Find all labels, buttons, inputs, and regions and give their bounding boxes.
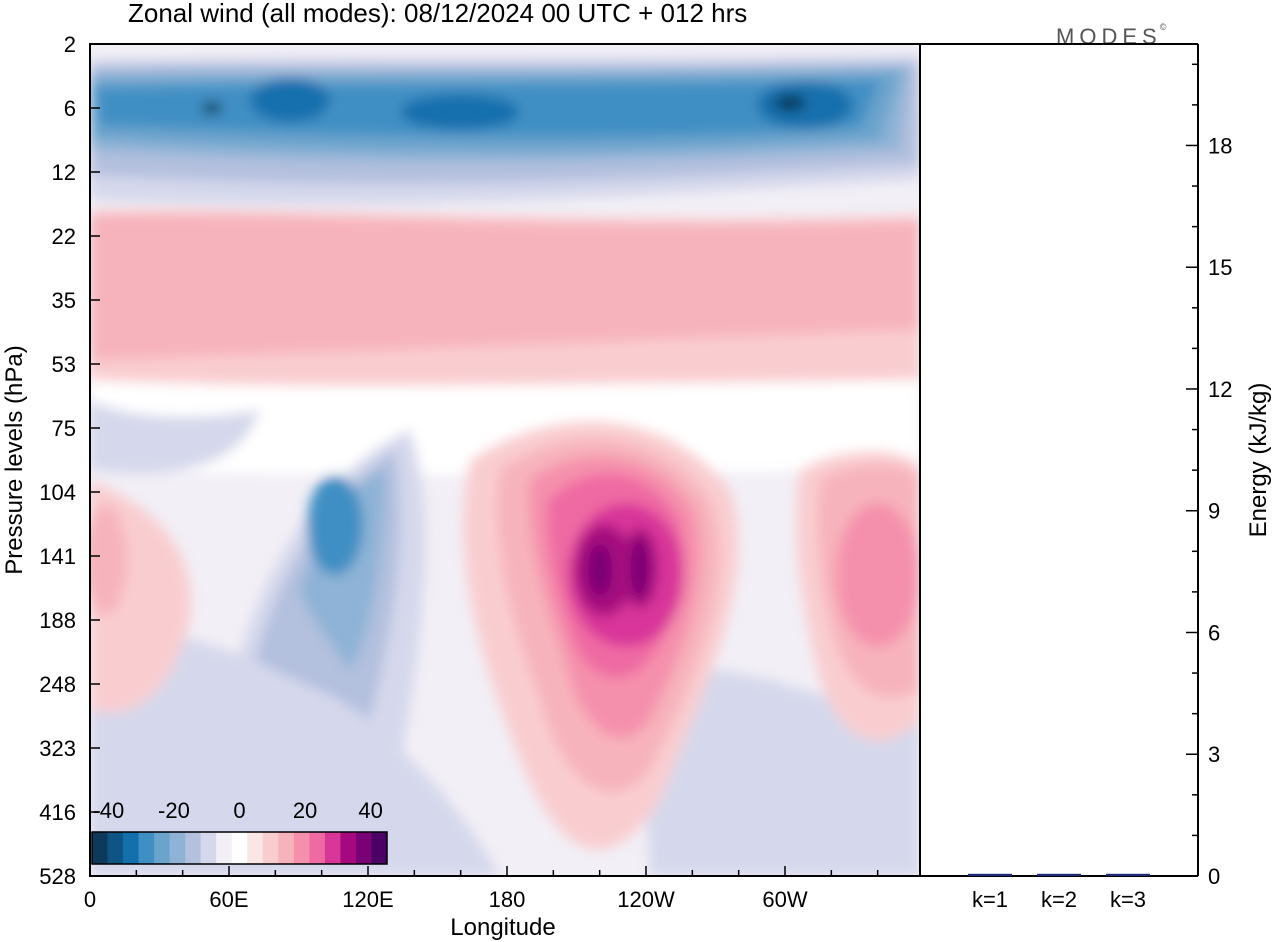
colorbar-swatch — [185, 832, 202, 864]
contour-negative-30 — [400, 94, 520, 130]
y-tick-label: 104 — [39, 480, 76, 505]
contour-negative-30 — [250, 78, 330, 122]
colorbar-tick-label: 0 — [233, 798, 245, 823]
y-tick-label: 22 — [52, 224, 76, 249]
y-tick-label: 12 — [52, 160, 76, 185]
x-axis-label: Longitude — [450, 914, 555, 941]
colorbar-swatch — [262, 832, 279, 864]
energy-tick-label: 0 — [1208, 864, 1220, 889]
contour-negative-25 — [307, 475, 363, 575]
x-tick-label: 60W — [762, 887, 807, 912]
colorbar-swatch — [169, 832, 186, 864]
y-tick-label: 53 — [52, 352, 76, 377]
contour-positive-40 — [631, 538, 649, 598]
y-tick-label: 248 — [39, 672, 76, 697]
colorbar-swatch — [200, 832, 217, 864]
x-tick-label: 120E — [342, 887, 393, 912]
colorbar-swatch — [123, 832, 140, 864]
energy-bars — [968, 873, 1150, 876]
x-tick-label: 120W — [617, 887, 675, 912]
colorbar-swatch — [138, 832, 155, 864]
energy-category-label: k=3 — [1110, 887, 1146, 912]
colorbar-swatch — [231, 832, 248, 864]
colorbar-ticks: -40 -20 0 20 40 — [92, 798, 382, 823]
energy-tick-label: 12 — [1208, 377, 1232, 402]
y-tick-label: 528 — [39, 864, 76, 889]
energy-tick-label: 18 — [1208, 133, 1232, 158]
heatmap-panel: 2 6 12 22 35 53 75 104 141 188 248 323 416 528 0 60E 12… — [1, 32, 921, 941]
heatmap-field — [90, 55, 920, 876]
energy-tick-label: 9 — [1208, 499, 1220, 524]
colorbar-swatch — [340, 832, 357, 864]
colorbar-swatch — [154, 832, 171, 864]
chart-title: Zonal wind (all modes): 08/12/2024 00 UT… — [128, 0, 747, 28]
colorbar-swatch — [107, 832, 124, 864]
colorbar-swatch — [216, 832, 233, 864]
colorbar-swatch — [247, 832, 264, 864]
y-tick-label: 141 — [39, 544, 76, 569]
y-tick-label: 35 — [52, 288, 76, 313]
heatmap-x-axis: 0 60E 120E 180 120W 60W — [84, 866, 879, 912]
x-tick-label: 0 — [84, 887, 96, 912]
energy-bar — [1037, 873, 1081, 876]
energy-x-axis: k=1 k=2 k=3 — [972, 887, 1146, 912]
colorbar-swatch — [371, 832, 388, 864]
energy-category-label: k=1 — [972, 887, 1008, 912]
heatmap-y-axis: 2 6 12 22 35 53 75 104 141 188 248 323 416 528 — [39, 32, 100, 889]
contour-positive-10 — [90, 214, 920, 360]
energy-tick-label: 6 — [1208, 620, 1220, 645]
energy-bar — [1106, 873, 1150, 876]
colorbar-swatch — [293, 832, 310, 864]
colorbar: -40 -20 0 20 40 — [91, 798, 388, 865]
contour-negative-5 — [90, 400, 260, 474]
colorbar-tick-label: 20 — [293, 798, 317, 823]
energy-category-label: k=2 — [1041, 887, 1077, 912]
colorbar-swatch — [278, 832, 295, 864]
colorbar-swatch — [309, 832, 326, 864]
colorbar-swatches — [92, 832, 388, 864]
y-tick-label: 6 — [64, 96, 76, 121]
y-tick-label: 75 — [52, 416, 76, 441]
colorbar-tick-label: -20 — [158, 798, 190, 823]
colorbar-frame — [91, 831, 388, 865]
contour-negative-40 — [202, 102, 222, 114]
y-axis-label: Pressure levels (hPa) — [1, 345, 28, 574]
contour-positive-15 — [836, 503, 920, 647]
colorbar-tick-label: 40 — [358, 798, 382, 823]
colorbar-swatch — [92, 832, 109, 864]
y-tick-label: 416 — [39, 800, 76, 825]
heatmap-frame — [89, 43, 921, 877]
colorbar-swatch — [324, 832, 341, 864]
energy-tick-label: 15 — [1208, 255, 1232, 280]
colorbar-swatch — [355, 832, 372, 864]
contour-negative-40 — [774, 95, 806, 111]
y-tick-label: 323 — [39, 736, 76, 761]
x-tick-label: 60E — [209, 887, 248, 912]
energy-bar — [968, 873, 1012, 876]
y-tick-label: 188 — [39, 608, 76, 633]
colorbar-tick-label: -40 — [92, 798, 124, 823]
energy-panel: 0 3 6 9 12 15 18 k=1 k=2 k=3 Energy (kJ/kg) — [920, 43, 1272, 912]
contour-negative-5 — [90, 620, 500, 876]
energy-tick-label: 3 — [1208, 742, 1220, 767]
y-tick-label: 2 — [64, 32, 76, 57]
energy-y-axis: 0 3 6 9 12 15 18 — [1186, 63, 1232, 889]
contour-positive-10 — [90, 505, 127, 615]
x-tick-label: 180 — [489, 887, 526, 912]
contour-positive-40 — [588, 544, 612, 596]
contour-zero — [90, 380, 920, 475]
energy-axis-label: Energy (kJ/kg) — [1245, 383, 1272, 538]
